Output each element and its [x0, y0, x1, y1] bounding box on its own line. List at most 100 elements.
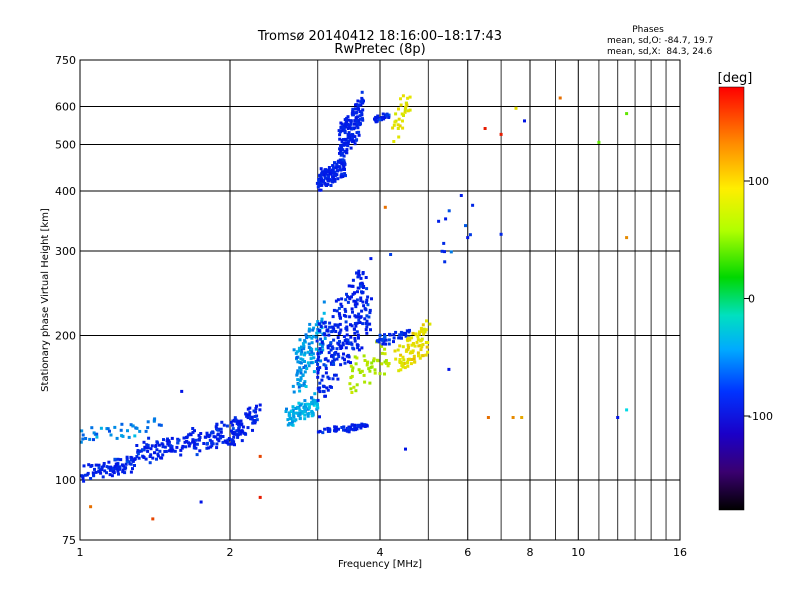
data-point	[398, 360, 402, 364]
data-point	[310, 353, 314, 357]
y-tick-label: 500	[55, 139, 76, 152]
data-point	[357, 318, 361, 322]
data-point	[297, 346, 301, 350]
data-point	[345, 333, 349, 337]
data-point	[155, 457, 158, 461]
data-point	[345, 429, 349, 433]
data-point	[125, 457, 129, 461]
data-point	[344, 174, 347, 178]
data-point	[349, 146, 353, 150]
data-point	[352, 139, 355, 143]
data-point	[239, 419, 243, 423]
data-point	[383, 352, 387, 356]
data-point	[354, 315, 358, 319]
data-point	[358, 371, 362, 374]
data-point	[346, 300, 350, 304]
data-point	[159, 456, 163, 460]
data-point	[327, 166, 331, 169]
data-point	[362, 304, 366, 308]
data-point	[351, 310, 354, 314]
data-point	[343, 137, 347, 141]
data-point	[338, 340, 341, 343]
data-point	[360, 113, 364, 117]
data-point	[298, 403, 302, 407]
data-point	[169, 446, 173, 450]
data-point	[116, 457, 120, 461]
data-point	[357, 269, 361, 273]
data-point	[326, 359, 330, 363]
data-point	[335, 162, 339, 166]
data-point	[360, 309, 364, 313]
data-point	[425, 345, 429, 349]
data-point	[328, 321, 332, 325]
data-point	[369, 257, 373, 261]
data-point	[337, 312, 341, 316]
data-point	[486, 416, 490, 419]
data-point	[194, 446, 198, 450]
data-point	[338, 130, 342, 134]
data-point	[355, 330, 359, 334]
data-point	[338, 315, 342, 319]
data-point	[321, 431, 325, 435]
data-point	[325, 386, 329, 390]
phase-stats-x: mean, sd,X: 84.3, 24.6	[607, 47, 713, 57]
data-point	[155, 448, 159, 452]
data-point	[210, 441, 214, 445]
data-point	[318, 381, 322, 385]
data-point	[113, 465, 117, 469]
data-point	[351, 110, 355, 114]
data-point	[616, 416, 620, 419]
data-point	[292, 412, 295, 416]
data-point	[215, 442, 219, 446]
data-point	[302, 383, 306, 387]
data-point	[422, 332, 426, 336]
data-point	[302, 366, 306, 369]
data-point	[290, 423, 294, 427]
data-point	[327, 377, 331, 381]
data-point	[338, 137, 342, 141]
data-point	[375, 358, 379, 362]
data-point	[342, 335, 346, 338]
data-point	[356, 275, 360, 279]
data-point	[304, 333, 308, 337]
data-point	[145, 446, 149, 450]
data-point	[349, 138, 353, 142]
data-point	[336, 336, 340, 340]
data-point	[300, 350, 304, 354]
data-point	[359, 284, 362, 288]
data-point	[363, 317, 367, 321]
data-point	[419, 343, 423, 347]
data-point	[108, 473, 112, 477]
data-point	[366, 322, 370, 326]
data-point	[310, 396, 313, 400]
data-point	[401, 119, 404, 123]
data-point	[291, 405, 295, 409]
data-point	[350, 295, 353, 299]
data-point	[207, 435, 211, 438]
data-point	[182, 436, 186, 440]
data-point	[192, 440, 196, 444]
data-point	[354, 428, 357, 432]
data-point	[133, 434, 137, 438]
data-point	[348, 341, 352, 345]
data-point	[258, 403, 262, 407]
data-point	[425, 319, 428, 323]
data-point	[339, 153, 343, 157]
data-point	[483, 127, 487, 130]
data-point	[406, 360, 410, 364]
data-point	[365, 314, 369, 318]
data-point	[205, 446, 209, 450]
data-point	[319, 350, 323, 354]
data-point	[335, 428, 339, 432]
data-point	[105, 471, 108, 475]
data-point	[305, 402, 309, 406]
data-point	[296, 369, 300, 373]
data-point	[343, 124, 347, 128]
data-point	[344, 320, 348, 324]
data-point	[308, 402, 312, 406]
data-point	[298, 416, 302, 420]
data-point	[304, 403, 307, 407]
data-point	[408, 95, 412, 99]
data-point	[353, 119, 357, 123]
data-point	[331, 377, 335, 381]
